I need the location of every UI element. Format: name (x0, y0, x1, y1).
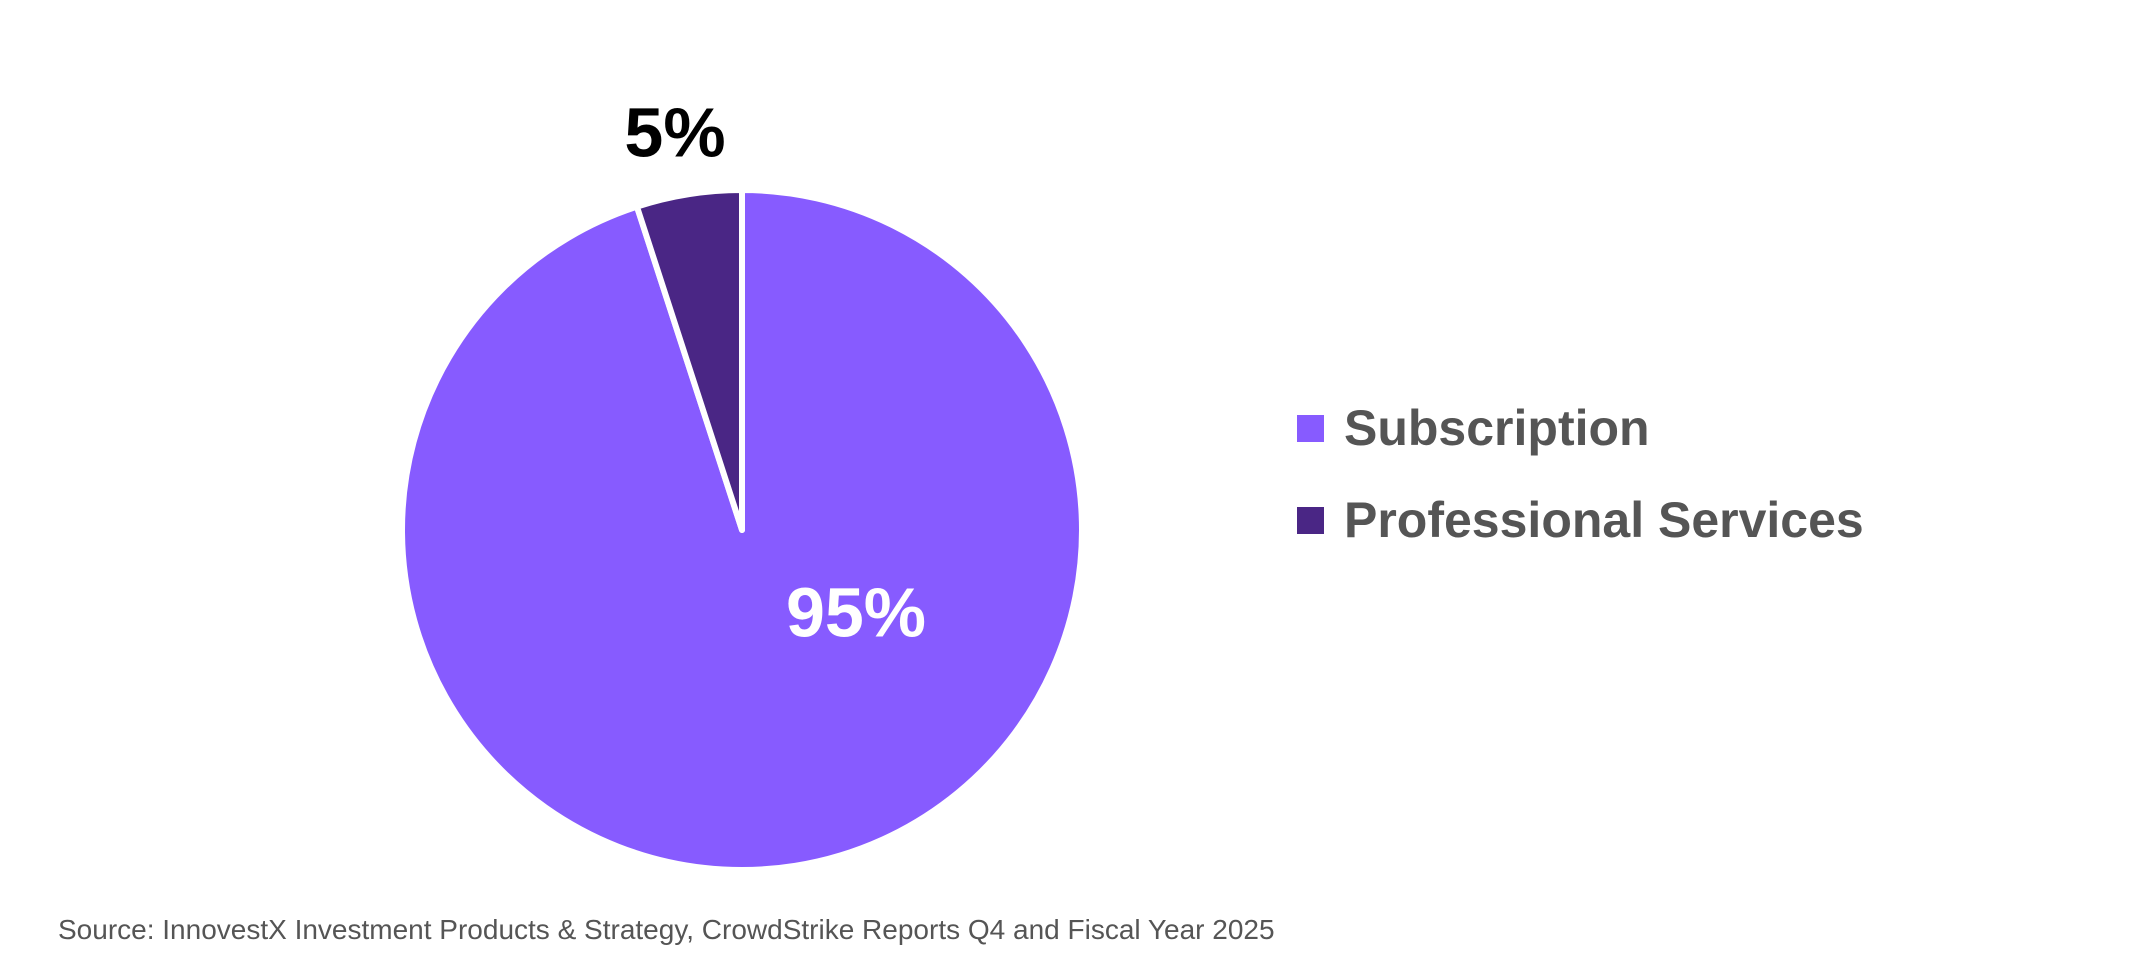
legend-swatch-subscription (1297, 414, 1324, 442)
source-note: Source: InnovestX Investment Products & … (58, 914, 1275, 945)
legend-swatch-professional-services (1297, 506, 1324, 534)
pie-slices (399, 187, 1085, 873)
legend-label-subscription: Subscription (1344, 400, 1650, 456)
pie-label-professional-services: 5% (624, 93, 725, 171)
chart-legend: Subscription Professional Services (1297, 382, 1864, 566)
legend-item-professional-services: Professional Services (1297, 474, 1864, 566)
legend-item-subscription: Subscription (1297, 382, 1864, 474)
pie-slice-labels: 95% 5% (624, 93, 926, 651)
legend-label-professional-services: Professional Services (1344, 492, 1864, 548)
pie-slice-professional-services (633, 187, 745, 533)
pie-label-subscription: 95% (786, 573, 926, 651)
